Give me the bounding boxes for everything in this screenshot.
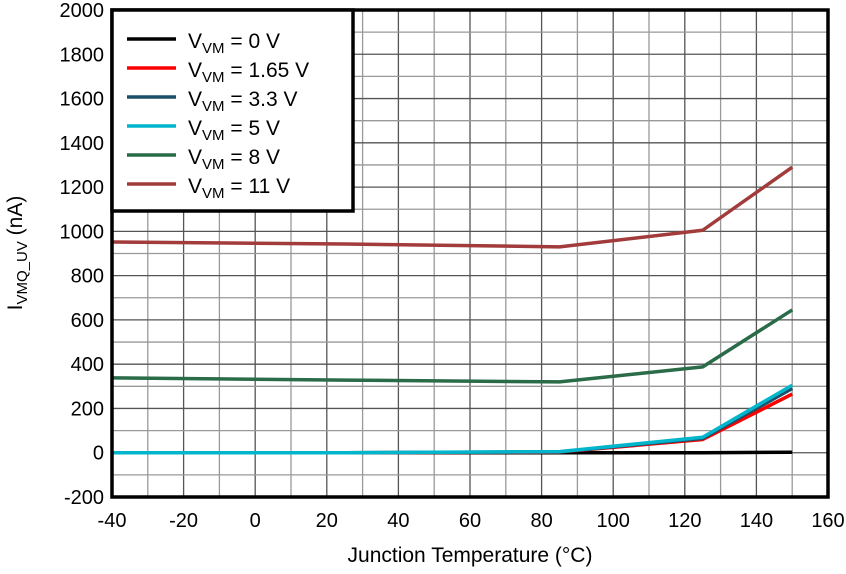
- x-tick-label: 80: [530, 510, 552, 532]
- x-tick-label: 100: [597, 510, 630, 532]
- x-tick-label: 0: [250, 510, 261, 532]
- series-line: [112, 394, 792, 453]
- y-tick-label: 1000: [60, 221, 105, 243]
- y-tick-label: 600: [71, 310, 104, 332]
- x-tick-label: 160: [811, 510, 844, 532]
- y-tick-label: 1400: [60, 133, 105, 155]
- x-tick-label: 120: [668, 510, 701, 532]
- series-line: [112, 389, 792, 453]
- legend-label: VVM = 5 V: [188, 117, 280, 144]
- x-tick-label: -40: [98, 510, 127, 532]
- series-line: [112, 310, 792, 382]
- legend-label: VVM = 0 V: [188, 30, 280, 57]
- x-tick-label: 140: [740, 510, 773, 532]
- y-tick-label: 200: [71, 398, 104, 420]
- series-line: [112, 385, 792, 453]
- y-tick-label: 400: [71, 354, 104, 376]
- y-tick-label: 1200: [60, 177, 105, 199]
- x-tick-label: -20: [169, 510, 198, 532]
- y-tick-label: 0: [93, 443, 104, 465]
- x-tick-label: 20: [316, 510, 338, 532]
- legend-label: VVM = 8 V: [188, 146, 280, 173]
- y-tick-label: 800: [71, 266, 104, 288]
- x-tick-label: 60: [459, 510, 481, 532]
- y-axis-label: IVMQ_UV (nA): [4, 196, 31, 311]
- x-tick-label: 40: [387, 510, 409, 532]
- x-axis-label: Junction Temperature (°C): [348, 544, 593, 567]
- y-tick-label: 1800: [60, 44, 105, 66]
- y-tick-label: -200: [64, 487, 104, 509]
- y-tick-label: 1600: [60, 89, 105, 111]
- y-tick-label: 2000: [60, 0, 105, 22]
